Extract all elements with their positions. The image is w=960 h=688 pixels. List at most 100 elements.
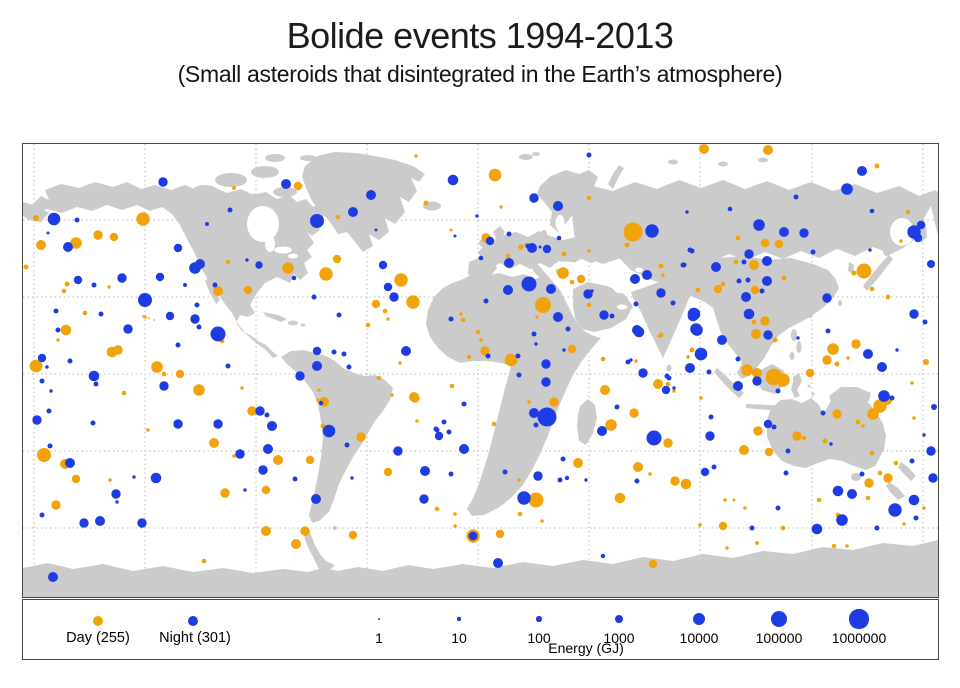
bolide-dot-night — [832, 485, 844, 497]
bolide-dot-day — [499, 205, 503, 209]
bolide-dot-night — [312, 361, 322, 371]
bolide-dot-night — [483, 298, 489, 304]
bolide-dot-night — [205, 222, 209, 226]
bolide-dot-night — [793, 194, 799, 200]
world-map-svg — [23, 144, 938, 597]
bolide-dot-night — [434, 431, 444, 441]
bolide-dot-night — [546, 284, 556, 294]
bolide-dot-day — [466, 354, 472, 360]
bolide-dot-night — [173, 243, 183, 253]
bolide-dot-day — [64, 281, 70, 287]
bolide-dot-day — [695, 287, 701, 293]
bolide-dot-night — [564, 475, 570, 481]
bolide-dot-day — [60, 324, 72, 336]
bolide-dot-night — [123, 324, 133, 334]
bolide-dot-day — [475, 329, 481, 335]
bolide-dot-night — [642, 270, 652, 280]
bolide-dot-day — [365, 322, 371, 328]
bolide-dot-day — [449, 228, 453, 232]
bolide-dot-night — [45, 365, 49, 369]
bolide-dot-night — [597, 426, 607, 436]
bolide-dot-night — [562, 348, 566, 352]
bolide-dot-day — [319, 267, 333, 281]
bolide-dot-day — [670, 476, 680, 486]
bolide-dot-night — [73, 275, 83, 285]
bolide-dot-day — [261, 485, 271, 495]
bolide-dot-night — [736, 278, 742, 284]
bolide-dot-night — [877, 362, 887, 372]
bolide-dot-day — [713, 284, 723, 294]
bolide-dot-night — [584, 478, 588, 482]
bolide-dot-night — [336, 312, 342, 318]
bolide-dot-night — [504, 258, 514, 268]
bolide-dot-day — [107, 285, 111, 289]
bolide-dot-day — [51, 500, 61, 510]
bolide-dot-night — [708, 414, 714, 420]
bolide-dot-night — [799, 228, 809, 238]
bolide-dot-night — [687, 247, 693, 253]
bolide-dot-night — [63, 242, 73, 252]
bolide-dot-night — [749, 525, 755, 531]
bolide-dot-day — [751, 329, 761, 339]
bolide-dot-night — [560, 456, 566, 462]
bolide-dot-day — [774, 239, 784, 249]
bolide-dot-night — [857, 166, 867, 176]
bolide-dot-day — [720, 281, 726, 287]
bolide-dot-night — [745, 277, 751, 283]
bolide-dot-night — [90, 420, 96, 426]
bolide-dot-night — [291, 275, 297, 281]
bolide-dot-night — [586, 152, 592, 158]
bolide-dot-day — [33, 215, 39, 221]
bolide-dot-night — [67, 358, 73, 364]
bolide-dot-night — [633, 301, 639, 307]
bolide-dot-day — [535, 297, 551, 313]
sea-cutouts — [247, 206, 914, 310]
energy-scale-dot — [771, 611, 787, 627]
bolide-dot-night — [88, 370, 100, 382]
bolide-dot-night — [687, 310, 699, 322]
bolide-dot-night — [869, 208, 875, 214]
bolide-dot-night — [433, 426, 439, 432]
bolide-dot-night — [47, 443, 53, 449]
bolide-dot-day — [600, 385, 610, 395]
bolide-dot-day — [398, 361, 402, 365]
bolide-dot-day — [316, 398, 320, 402]
bolide-dot-day — [569, 279, 575, 285]
bolide-dot-day — [792, 431, 802, 441]
bolide-dot-day — [528, 492, 544, 508]
bolide-dot-night — [670, 300, 676, 306]
bolide-dot-night — [888, 503, 902, 517]
bolide-dot-night — [771, 424, 777, 430]
bolide-dot-night — [625, 359, 631, 365]
bolide-dot-day — [923, 359, 929, 365]
bolide-dot-day — [406, 295, 420, 309]
energy-scale-item: 10000 — [667, 606, 731, 646]
page-title: Bolide events 1994-2013 — [286, 15, 674, 56]
bolide-dot-night — [565, 326, 571, 332]
islands-japan — [863, 255, 893, 291]
bolide-dot-night — [383, 282, 393, 292]
bolide-dot-day — [855, 419, 861, 425]
bolide-dot-night — [590, 289, 594, 293]
bolide-dot-day — [885, 294, 891, 300]
bolide-dot-day — [143, 315, 147, 319]
landmass-india — [631, 279, 691, 358]
island-hokkaido — [883, 248, 891, 256]
bolide-dot-day — [220, 488, 230, 498]
bolide-dot-day — [657, 334, 661, 338]
bolide-dot-night — [630, 274, 640, 284]
bolide-dot-night — [311, 294, 317, 300]
bolide-dot-night — [759, 288, 765, 294]
bolide-dot-night — [931, 404, 937, 410]
bolide-dot-day — [672, 389, 676, 393]
bolide-dot-night — [243, 488, 247, 492]
bolide-dot-day — [723, 498, 727, 502]
bolide-dot-day — [629, 408, 639, 418]
bolide-dot-day — [423, 200, 429, 206]
bolide-dot-night — [331, 349, 337, 355]
bolide-dot-day — [505, 253, 511, 259]
bolide-dot-day — [332, 254, 342, 264]
bolide-dot-night — [453, 234, 457, 238]
bolide-dot-day — [763, 145, 773, 155]
landmass-greenland — [302, 152, 425, 252]
